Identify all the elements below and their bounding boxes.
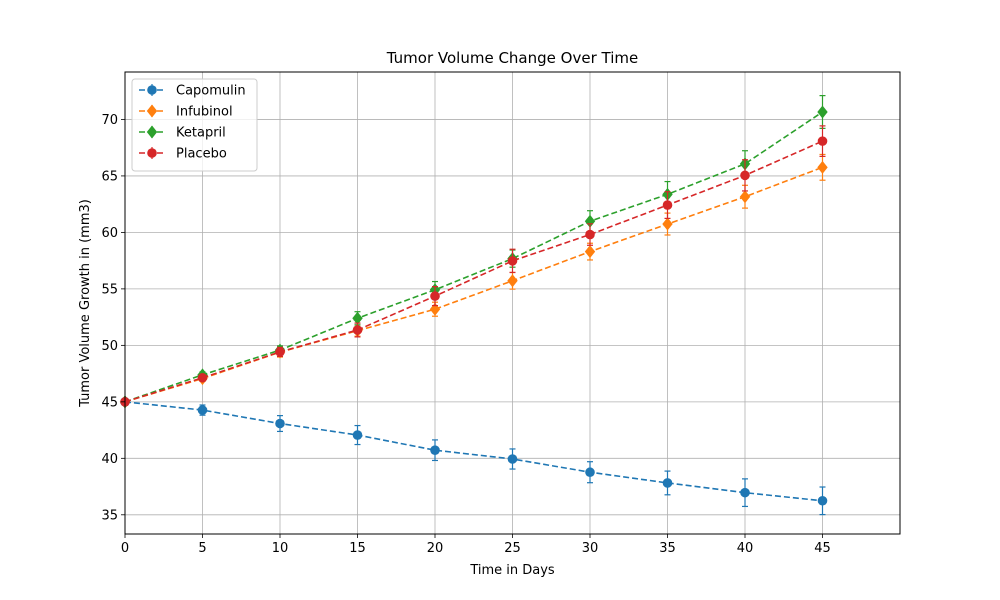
data-point-capomulin (508, 454, 518, 464)
y-tick-label: 35 (101, 508, 118, 523)
data-point-placebo (198, 373, 208, 383)
data-point-placebo (353, 325, 363, 335)
data-point-capomulin (430, 445, 440, 455)
x-tick-label: 25 (504, 541, 521, 556)
x-tick-label: 20 (427, 541, 444, 556)
legend-label-infubinol: Infubinol (176, 105, 233, 120)
x-tick-label: 35 (659, 541, 676, 556)
y-tick-label: 65 (101, 169, 118, 184)
data-point-capomulin (663, 478, 673, 488)
y-tick-label: 55 (101, 282, 118, 297)
y-tick-label: 70 (101, 113, 118, 128)
x-tick-label: 5 (198, 541, 206, 556)
legend-label-capomulin: Capomulin (176, 84, 246, 99)
chart-title: Tumor Volume Change Over Time (386, 49, 638, 67)
x-tick-label: 40 (737, 541, 754, 556)
data-point-placebo (508, 256, 518, 266)
data-point-capomulin (198, 405, 208, 415)
x-tick-label: 15 (349, 541, 366, 556)
x-tick-label: 30 (582, 541, 599, 556)
data-point-placebo (818, 136, 828, 146)
data-point-placebo (430, 291, 440, 301)
data-point-capomulin (740, 488, 750, 498)
y-tick-label: 60 (101, 226, 118, 241)
y-tick-label: 50 (101, 339, 118, 354)
y-tick-label: 40 (101, 452, 118, 467)
legend-entry-ketapril: Ketapril (139, 126, 226, 141)
legend: Capomulin Infubinol Ketapril Placebo (132, 79, 257, 171)
legend-label-ketapril: Ketapril (176, 126, 226, 141)
data-point-placebo (585, 230, 595, 240)
data-point-placebo (740, 171, 750, 181)
data-point-capomulin (585, 467, 595, 477)
legend-marker-placebo (147, 148, 157, 158)
x-tick-label: 0 (121, 541, 129, 556)
data-point-capomulin (353, 430, 363, 440)
data-point-capomulin (818, 496, 828, 506)
data-point-placebo (275, 347, 285, 357)
legend-label-placebo: Placebo (176, 147, 227, 162)
y-axis-title: Tumor Volume Growth in (mm3) (78, 199, 93, 408)
data-point-capomulin (275, 419, 285, 429)
y-tick-label: 45 (101, 395, 118, 410)
x-tick-label: 10 (272, 541, 289, 556)
x-axis-title: Time in Days (469, 563, 555, 578)
legend-marker-capomulin (147, 85, 157, 95)
x-tick-label: 45 (814, 541, 831, 556)
data-point-placebo (663, 200, 673, 210)
